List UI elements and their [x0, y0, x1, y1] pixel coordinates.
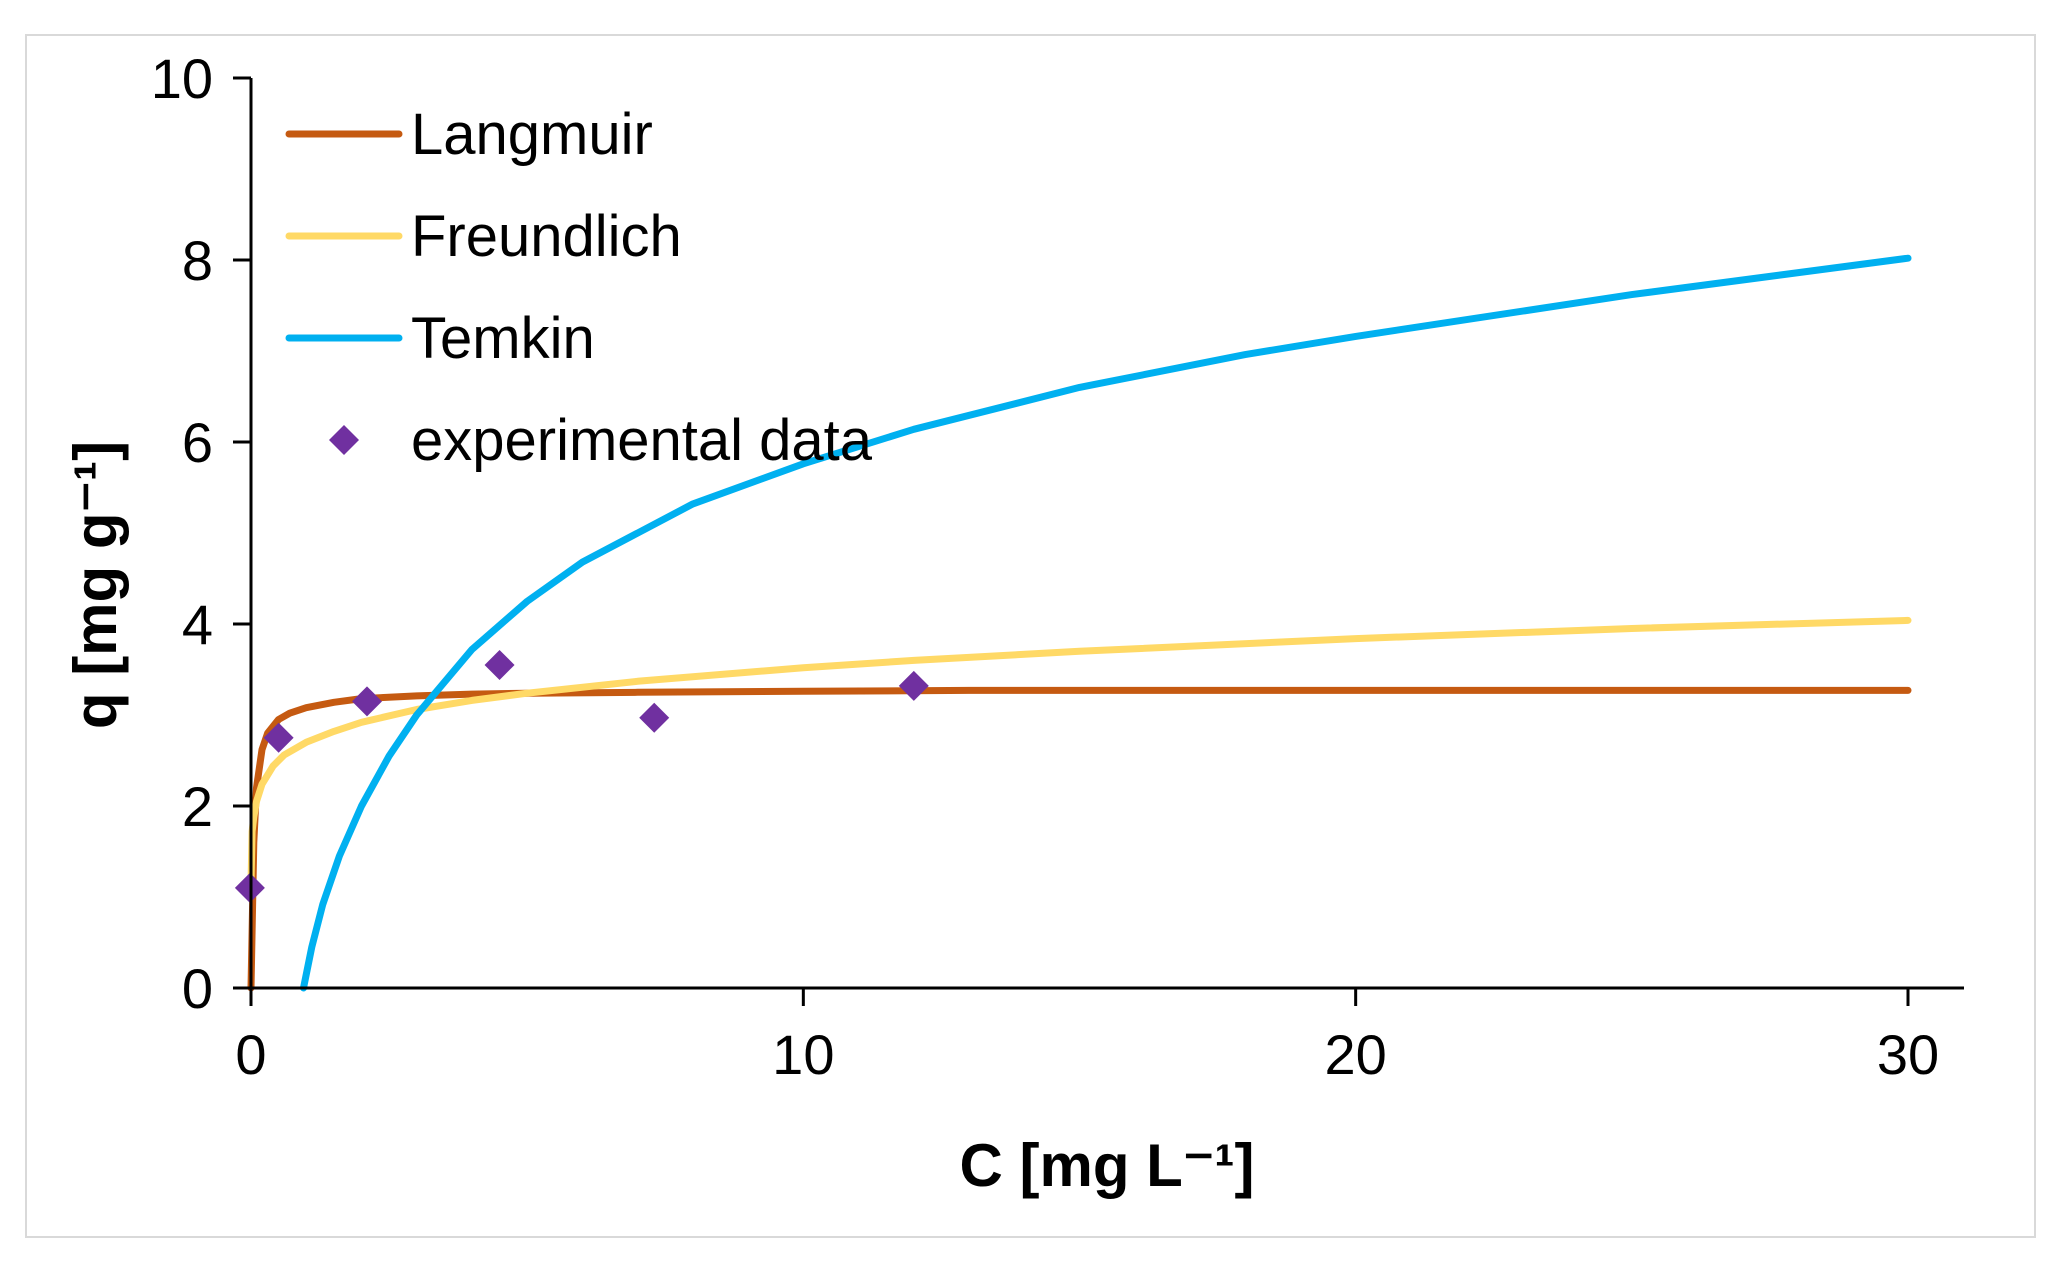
- freundlich-line: [247, 616, 1912, 887]
- y-tick-label: 4: [182, 593, 213, 656]
- legend-label-experimental-data: experimental data: [411, 408, 873, 473]
- x-tick-label: 0: [235, 1023, 266, 1086]
- experimental-data-point: [351, 686, 382, 717]
- experimental-data-point: [484, 649, 515, 680]
- legend-swatch-experimental-data: [329, 425, 359, 455]
- y-tick-label: 8: [182, 229, 213, 292]
- legend-label-temkin: Temkin: [411, 306, 595, 371]
- legend-label-freundlich: Freundlich: [411, 204, 682, 269]
- plot-marks: [234, 254, 1912, 992]
- legend-label-langmuir: Langmuir: [411, 102, 653, 167]
- langmuir-line: [247, 686, 1912, 992]
- experimental-data-point: [898, 670, 929, 701]
- y-tick-label: 0: [182, 957, 213, 1020]
- x-tick-label: 10: [772, 1023, 834, 1086]
- y-tick-label: 2: [182, 775, 213, 838]
- x-tick-label: 30: [1877, 1023, 1939, 1086]
- y-tick-label: 10: [151, 47, 213, 110]
- x-ticks: 0 10 20 30: [235, 988, 1939, 1086]
- temkin-line: [300, 254, 1912, 992]
- y-axis-title: q [mg g⁻¹]: [62, 441, 129, 729]
- x-tick-label: 20: [1325, 1023, 1387, 1086]
- experimental-data-point: [263, 722, 294, 753]
- experimental-data-point: [639, 702, 670, 733]
- y-ticks: 0 2 4 6 8 10: [151, 47, 251, 1020]
- y-tick-label: 6: [182, 411, 213, 474]
- legend: Langmuir Freundlich Temkin experimental dat…: [285, 102, 873, 473]
- x-axis-title: C [mg L⁻¹]: [960, 1132, 1255, 1199]
